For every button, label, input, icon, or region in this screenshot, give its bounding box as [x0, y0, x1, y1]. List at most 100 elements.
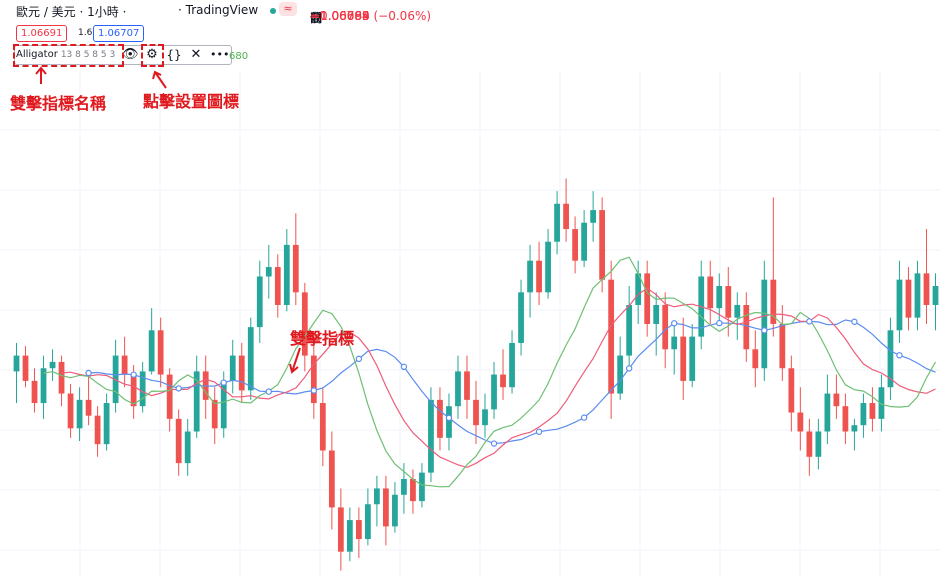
candle-body [725, 286, 732, 318]
candle-body [815, 431, 822, 457]
buy-price-button[interactable]: 1.06707 [93, 25, 145, 42]
candle-body [473, 399, 479, 426]
chart-grid [0, 70, 940, 577]
close-icon[interactable]: ✕ [190, 47, 202, 62]
candle-body [437, 399, 443, 438]
candle-body [599, 210, 606, 280]
candle-body [337, 507, 344, 552]
candle-body [635, 273, 642, 305]
indicator-value-tail: 680 [229, 51, 249, 62]
candle-body [554, 203, 560, 242]
candle-body [581, 222, 587, 261]
selection-marker [85, 369, 92, 377]
arrow-to-settings-icon [152, 70, 167, 89]
candle-body [851, 425, 858, 432]
indicator-title[interactable]: Alligator [16, 49, 58, 60]
candle-body [428, 399, 434, 473]
candle-body [256, 276, 263, 328]
source-label: · TradingView [178, 3, 259, 17]
candle-body [283, 244, 290, 305]
market-open-icon [270, 8, 276, 14]
selection-marker [806, 318, 813, 325]
candle-body [806, 431, 813, 457]
candle-body [761, 279, 768, 369]
eye-icon[interactable]: 👁 [122, 47, 139, 62]
candle-body [229, 355, 236, 381]
candle-body [67, 393, 74, 429]
candle-body [346, 520, 353, 552]
highlight-indicator-name [13, 44, 124, 67]
symbol-title[interactable]: 歐元 / 美元 · 1小時 · [16, 5, 127, 19]
candle-body [193, 371, 200, 432]
candle-body [482, 409, 488, 426]
candle-body [103, 403, 110, 445]
candle-body [328, 450, 335, 508]
candle-body [536, 260, 542, 293]
selection-marker [490, 440, 498, 447]
candle-body [563, 203, 569, 230]
candle-body [662, 304, 669, 350]
candle-body [860, 403, 867, 426]
candle-body [247, 327, 254, 391]
arrow-to-indicator-line [289, 347, 301, 374]
candle-body [238, 355, 245, 391]
candle-body [491, 374, 497, 410]
candle-body [94, 415, 101, 445]
candle-body [707, 276, 714, 309]
settings-icon[interactable]: ⚙ [146, 47, 158, 62]
sell-price-button[interactable]: 1.06691 [16, 25, 68, 42]
candle-body [932, 286, 939, 305]
candle-body [779, 323, 786, 369]
candle-body [518, 292, 524, 343]
candle-body [410, 478, 416, 502]
candle-body [644, 273, 651, 324]
market-badge[interactable]: ≈ [279, 2, 297, 16]
candle-body [76, 399, 83, 429]
candle-body [905, 279, 912, 318]
indicator-name[interactable]: Alligator 13 8 5 8 5 3 [16, 47, 115, 63]
candle-body [617, 355, 624, 394]
source-code-icon[interactable]: {} [166, 48, 182, 62]
annotation-double-click-indicator: 雙擊指標 [290, 329, 355, 348]
candle-body [392, 494, 398, 527]
candle-body [139, 371, 146, 407]
candle-body [680, 336, 687, 381]
candle-body [689, 336, 696, 381]
selection-marker [175, 385, 182, 392]
candle-body [833, 393, 840, 407]
selection-marker [761, 327, 768, 334]
alligator-lips-line [43, 256, 937, 488]
candle-body [842, 406, 849, 432]
candle-body [401, 478, 407, 495]
chart-header: 歐元 / 美元 · 1小時 · · TradingView ≈ 開 =1.0676… [16, 2, 432, 25]
candle-body [545, 241, 551, 293]
candle-body [752, 349, 759, 369]
candle-body [211, 399, 218, 429]
candle-body [743, 304, 750, 350]
candle-body [184, 431, 191, 464]
candle-body [509, 342, 515, 388]
candle-body [49, 361, 56, 369]
selection-marker [671, 320, 678, 327]
candle-body [22, 355, 29, 381]
candle-body [58, 361, 65, 394]
candle-body [572, 229, 578, 261]
candle-body [626, 304, 633, 356]
candle-body [292, 244, 299, 293]
candle-body [716, 286, 723, 309]
candle-body [734, 304, 741, 318]
alligator-teeth-line [61, 287, 936, 469]
selection-marker [400, 363, 408, 371]
candle-body [121, 355, 128, 375]
candle-body [455, 371, 461, 407]
candle-body [220, 380, 227, 429]
candle-body [365, 504, 371, 540]
candle-body [896, 279, 903, 331]
more-icon[interactable]: ••• [210, 48, 230, 61]
selection-marker [580, 414, 588, 421]
candle-body [923, 273, 930, 305]
candle-body [310, 355, 317, 404]
candle-body [797, 412, 804, 432]
candle-body [419, 472, 425, 502]
